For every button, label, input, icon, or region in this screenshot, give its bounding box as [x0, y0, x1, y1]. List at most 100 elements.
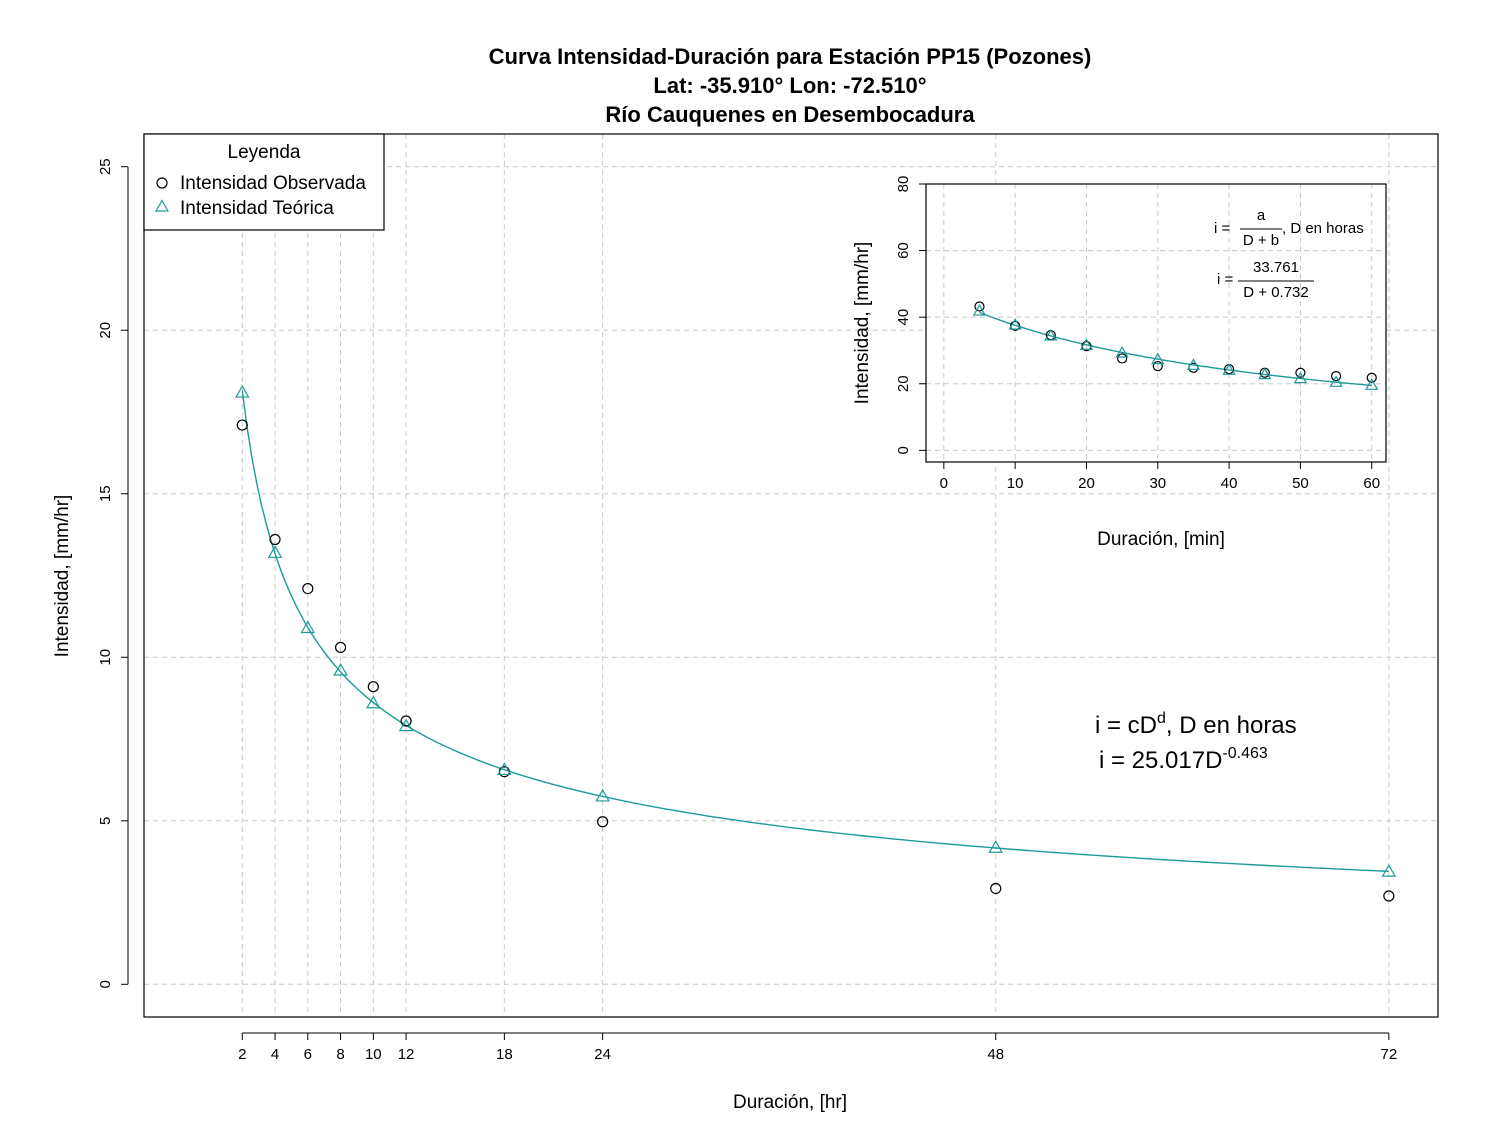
main-x-tick-label: 6 — [304, 1046, 312, 1063]
inset-theoretical-point — [1186, 358, 1201, 370]
inset-x-tick-label: 60 — [1363, 475, 1380, 492]
main-x-tick-label: 4 — [271, 1046, 279, 1063]
inset-theoretical-point — [1365, 378, 1379, 390]
legend-theoretical-marker — [154, 199, 170, 212]
inset-y-tick-label: 60 — [895, 242, 912, 259]
main-y-tick-label: 20 — [97, 322, 114, 339]
inset-y-axis-label: Intensidad, [mm/hr] — [852, 242, 873, 405]
inset-eq1-suffix: , D en horas — [1282, 220, 1364, 237]
inset-fit-curve — [979, 311, 1372, 387]
main-y-tick-label: 0 — [97, 980, 114, 988]
inset-y-tick-label: 0 — [895, 446, 912, 454]
inset-x-tick-label: 10 — [1007, 475, 1024, 492]
inset-x-axis-label: Duración, [min] — [1097, 529, 1225, 550]
inset-eq1-prefix: i = — [1214, 220, 1231, 237]
legend-title: Leyenda — [228, 142, 301, 163]
inset-y-tick-label: 80 — [895, 176, 912, 193]
inset-eq1-denominator: D + b — [1243, 232, 1279, 249]
main-theoretical-point — [267, 545, 283, 558]
inset-observed-point — [1366, 372, 1377, 383]
inset-theoretical-point — [1293, 371, 1308, 384]
main-x-tick-label: 48 — [987, 1046, 1004, 1063]
chart-title-line-3: Río Cauquenes en Desembocadura — [605, 102, 975, 127]
legend-observed-marker — [156, 177, 168, 189]
inset-theoretical-point — [1079, 338, 1094, 350]
main-x-tick-label: 72 — [1381, 1046, 1398, 1063]
inset-grid — [926, 183, 1386, 462]
main-x-tick-label: 12 — [398, 1046, 415, 1063]
inset-observed-point — [974, 301, 985, 312]
main-theoretical-point — [234, 384, 250, 398]
legend-theoretical-label: Intensidad Teórica — [180, 198, 334, 219]
main-observed-point — [269, 533, 281, 546]
main-y-tick-label: 10 — [97, 649, 114, 666]
main-equation-line-2: i = 25.017D-0.463 — [1099, 745, 1268, 774]
inset-observed-point — [1117, 353, 1128, 364]
main-observed-point — [990, 882, 1002, 895]
inset-theoretical-point — [1044, 328, 1058, 341]
inset-theoretical-point — [1008, 317, 1022, 330]
main-observed-point — [367, 681, 379, 693]
inset-fit-line — [979, 311, 1372, 387]
main-points — [234, 384, 1397, 902]
inset-eq2-denominator: D + 0.732 — [1243, 284, 1308, 301]
inset-observed-point — [1152, 361, 1163, 372]
main-y-tick-label: 15 — [97, 485, 114, 502]
inset-theoretical-point — [1222, 363, 1236, 375]
inset-theoretical-point — [1258, 367, 1272, 380]
legend-observed-label: Intensidad Observada — [180, 173, 366, 194]
inset-x-tick-label: 0 — [940, 475, 948, 492]
main-plot-frame — [143, 133, 1439, 1018]
main-fit-line — [241, 390, 1389, 873]
inset-x-tick-label: 30 — [1149, 475, 1166, 492]
main-y-tick-label: 5 — [97, 817, 114, 825]
inset-points — [972, 301, 1379, 390]
main-y-axis-label: Intensidad, [mm/hr] — [52, 495, 73, 658]
main-observed-point — [334, 641, 347, 654]
main-theoretical-point — [1381, 864, 1397, 877]
inset-observed-point — [1010, 320, 1021, 331]
legend-box — [143, 133, 385, 231]
inset-equation-general: i = a D + b , D en horas — [1214, 207, 1364, 249]
main-observed-point — [597, 816, 609, 828]
inset-eq1-numerator: a — [1257, 207, 1266, 224]
main-observed-point — [1383, 890, 1395, 902]
main-x-axis-label: Duración, [hr] — [733, 1092, 847, 1113]
inset-x-tick-label: 20 — [1078, 475, 1095, 492]
chart-title-line-1: Curva Intensidad-Duración para Estación … — [489, 44, 1092, 69]
main-observed-point — [400, 715, 412, 727]
main-observed-point — [236, 419, 248, 431]
main-x-tick-label: 24 — [594, 1046, 611, 1063]
inset-axes: 0 10 20 30 40 50 60 0 20 40 60 80 — [895, 176, 1380, 492]
main-x-tick-label: 18 — [496, 1046, 513, 1063]
inset-background — [926, 184, 1386, 462]
main-theoretical-point — [497, 762, 512, 776]
inset-x-tick-label: 50 — [1292, 475, 1309, 492]
main-theoretical-point — [398, 718, 414, 732]
inset-eq2-prefix: i = — [1217, 271, 1234, 288]
main-y-tick-label: 25 — [97, 158, 114, 175]
inset-eq2-numerator: 33.761 — [1253, 259, 1299, 276]
inset-y-tick-label: 40 — [895, 309, 912, 326]
inset-theoretical-point — [1329, 375, 1343, 387]
main-observed-point — [302, 582, 314, 595]
main-x-tick-label: 8 — [336, 1046, 344, 1063]
main-theoretical-point — [333, 662, 348, 676]
legend: Leyenda Intensidad Observada Intensidad … — [143, 133, 385, 231]
inset-equation-fitted: i = 33.761 D + 0.732 — [1217, 259, 1314, 301]
inset-theoretical-point — [1115, 345, 1129, 358]
inset-theoretical-point — [1151, 352, 1165, 365]
main-theoretical-point — [300, 620, 316, 634]
main-x-tick-label: 10 — [365, 1046, 382, 1063]
inset-theoretical-point — [972, 304, 987, 316]
chart-title-line-2: Lat: -35.910° Lon: -72.510° — [653, 73, 926, 98]
main-equation-line-1: i = cDd, D en horas — [1095, 710, 1297, 739]
inset-observed-point — [1295, 367, 1306, 378]
main-fit-curve — [241, 390, 1389, 873]
inset-x-tick-label: 40 — [1221, 475, 1238, 492]
main-theoretical-point — [988, 840, 1004, 853]
inset-observed-point — [1081, 341, 1092, 352]
main-theoretical-point — [595, 788, 610, 802]
